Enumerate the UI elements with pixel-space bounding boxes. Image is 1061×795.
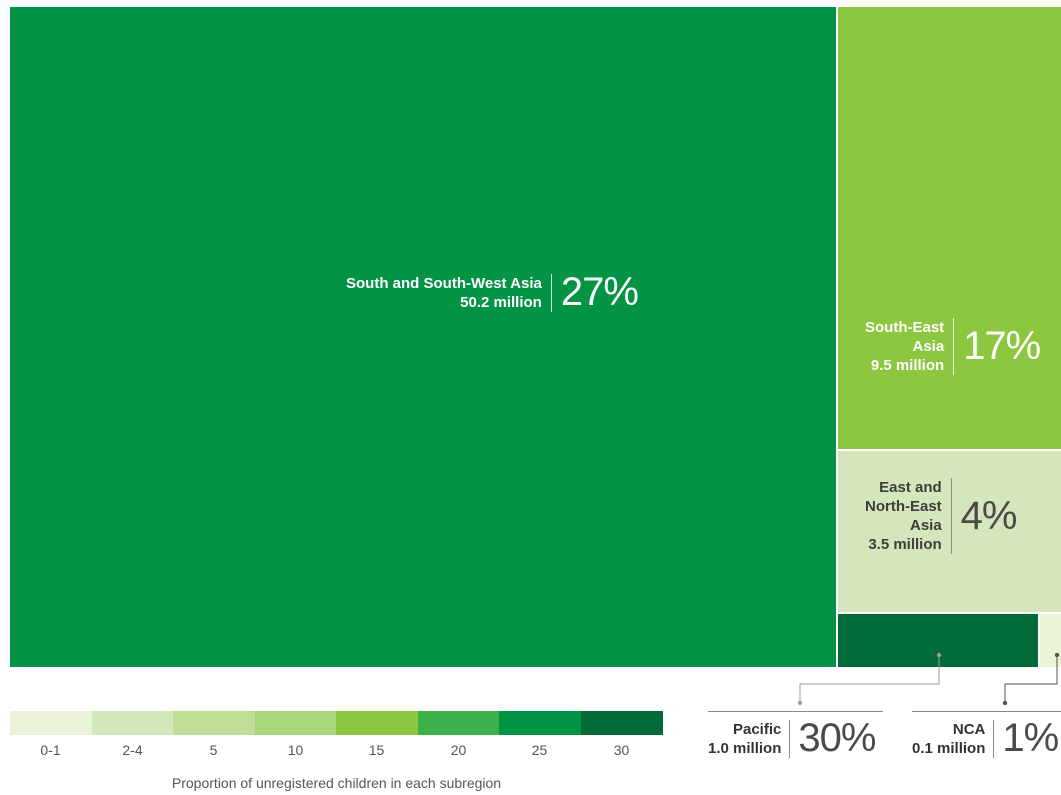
pacific-callout-rule [708,711,883,712]
legend-label-1: 2-4 [122,742,143,758]
label-east-and-north-east-asia-value: 3.5 million [868,536,942,553]
tile-pacific [838,614,1038,667]
legend-label-0: 0-1 [40,742,61,758]
legend-swatch-3 [255,711,336,735]
label-south-east-asia-value: 9.5 million [870,357,945,374]
legend-swatch-5 [418,711,499,735]
legend-label-3: 10 [287,742,304,758]
legend-title: Proportion of unregistered children in e… [171,775,502,791]
legend-swatch-1 [92,711,173,735]
callout-pacific: Pacific 1.0 million 30% [708,716,876,761]
nca-callout-rule [912,711,1061,712]
label-south-and-south-west-asia-percent: 27% [560,270,639,314]
legend-swatch-2 [173,711,255,735]
callout-nca: NCA 0.1 million 1% [912,716,1059,761]
legend-label-2: 5 [209,742,218,758]
nca-connector-end-dot [1002,700,1008,706]
label-east-and-north-east-asia-percent: 4% [960,493,1018,538]
label-east-and-north-east-asia-name-line1: East and [879,479,942,496]
callout-nca-value: 0.1 million [912,739,986,757]
legend-label-5: 20 [450,742,467,758]
legend-label-6: 25 [531,742,548,758]
label-south-and-south-west-asia-value: 50.2 million [460,293,542,311]
label-south-and-south-west-asia: South and South-West Asia 50.2 million 2… [346,270,639,315]
callout-nca-name: NCA [952,720,986,738]
label-east-and-north-east-asia-name-line2: North-East [865,498,942,515]
label-south-east-asia-percent: 17% [963,324,1041,368]
label-south-east-asia-name-line1: South-East [865,319,945,336]
callout-pacific-percent: 30% [798,716,876,760]
legend-swatch-0 [10,711,92,735]
legend-swatch-4 [336,711,418,735]
callout-nca-percent: 1% [1002,716,1059,760]
label-south-east-asia: South-East Asia 9.5 million 17% [865,318,1041,375]
tile-nca [1040,614,1061,667]
pacific-connector-end-dot [798,701,802,705]
tile-south-and-south-west-asia [10,7,836,667]
label-east-and-north-east-asia-name-line3: Asia [909,517,942,534]
legend-label-4: 15 [368,742,385,758]
label-south-east-asia-name-line2: Asia [912,338,945,355]
label-east-and-north-east-asia: East and North-East Asia 3.5 million 4% [865,478,1018,554]
legend-swatch-7 [581,711,663,735]
callout-pacific-value: 1.0 million [708,739,782,757]
tile-south-east-asia [838,7,1061,449]
legend-label-7: 30 [613,742,630,758]
legend-swatch-6 [499,711,581,735]
callout-pacific-name: Pacific [732,720,782,738]
tile-east-and-north-east-asia [838,451,1061,612]
label-south-and-south-west-asia-name: South and South-West Asia [346,274,542,292]
